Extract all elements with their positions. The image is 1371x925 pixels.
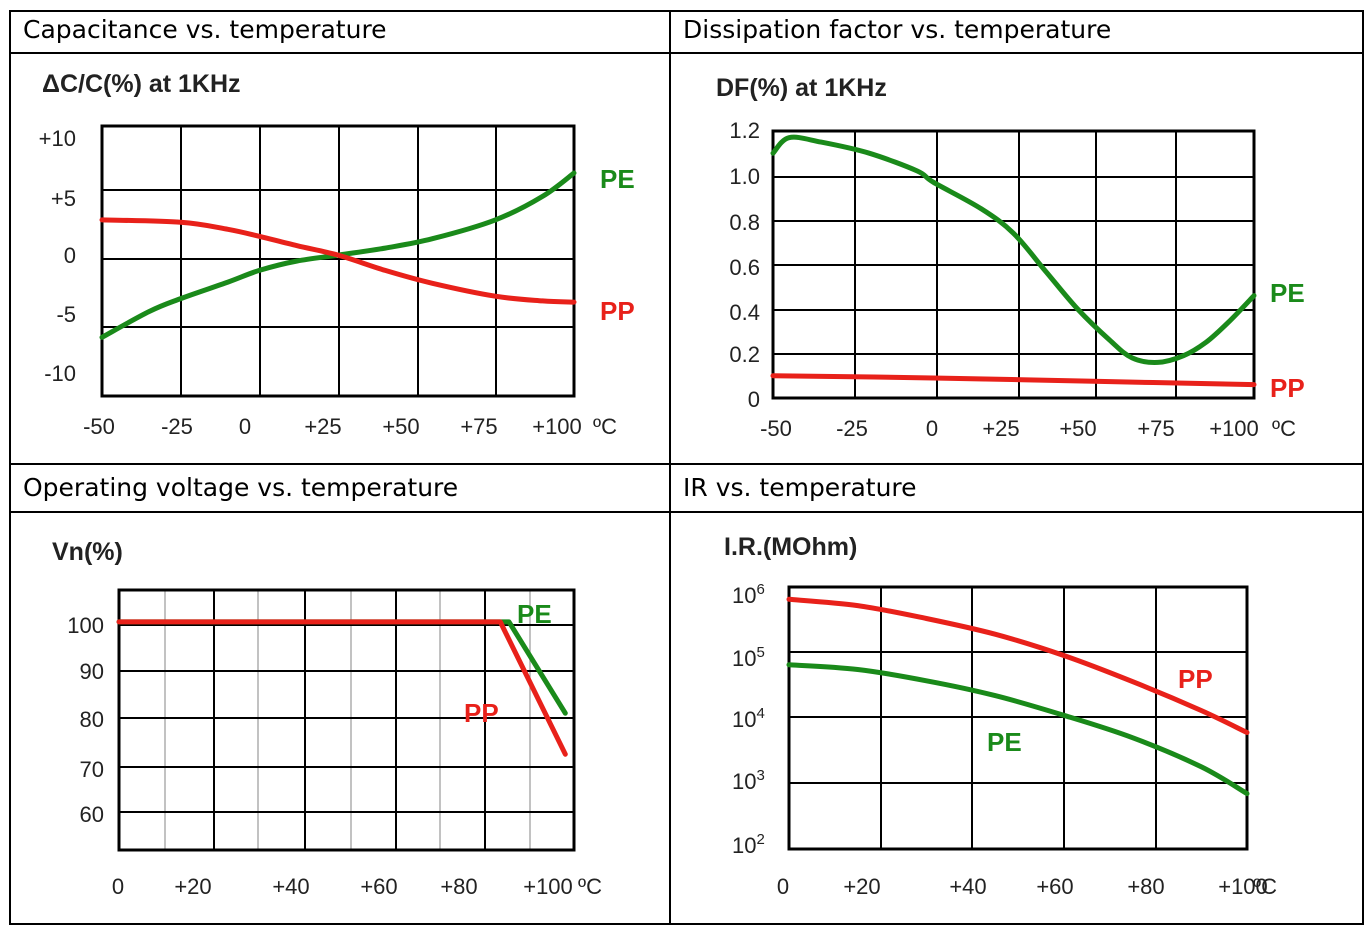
x-tick-label: -25 (161, 414, 193, 439)
y-tick-label: 1.2 (729, 118, 760, 143)
y-tick-label: 104 (732, 705, 765, 732)
y-tick-label: 0.8 (729, 210, 760, 235)
x-tick-label: 0 (777, 874, 789, 899)
plot-frame (787, 585, 1249, 851)
x-tick-label: +75 (460, 414, 497, 439)
caption-voltage: Operating voltage vs. temperature (23, 473, 459, 502)
x-tick-label: +80 (440, 874, 477, 899)
chart-title: ΔC/C(%) at 1KHz (42, 70, 241, 98)
series-label-pe: PE (517, 599, 552, 629)
x-tick-label: +75 (1137, 416, 1174, 441)
y-tick-label: -5 (56, 302, 76, 327)
plot-frame (771, 129, 1256, 400)
y-tick-label: 70 (80, 757, 104, 782)
chart-ir: I.R.(MOhm) 106 105 104 103 102 0 +20 +40 +60 +80 +1… (724, 533, 1277, 899)
x-unit-label: ºC (578, 874, 602, 899)
x-tick-label: +100 (1218, 874, 1268, 899)
caption-ir: IR vs. temperature (683, 473, 917, 502)
series-label-pp: PP (600, 296, 635, 326)
y-tick-label: 0.2 (729, 342, 760, 367)
y-tick-label: 103 (732, 767, 765, 794)
x-tick-label: -50 (83, 414, 115, 439)
x-tick-label: +100 (523, 874, 573, 899)
x-tick-label: 0 (239, 414, 251, 439)
y-tick-label: 100 (67, 613, 104, 638)
border-center (669, 10, 671, 925)
x-tick-label: 0 (926, 416, 938, 441)
series-line-pp (770, 373, 1257, 388)
border-bottom (9, 923, 1364, 925)
border-right (1362, 10, 1364, 925)
border-row2 (9, 463, 1364, 465)
x-tick-label: +25 (304, 414, 341, 439)
border-row1 (9, 52, 1364, 54)
y-tick-label: 0.4 (729, 300, 760, 325)
y-tick-label: 60 (80, 802, 104, 827)
y-tick-label: 80 (80, 707, 104, 732)
x-tick-label: +50 (382, 414, 419, 439)
x-unit-label: ºC (1272, 416, 1296, 441)
x-tick-label: +80 (1127, 874, 1164, 899)
x-tick-label: +25 (982, 416, 1019, 441)
x-tick-label: +100 (532, 414, 582, 439)
border-left (9, 10, 11, 925)
chart-title: DF(%) at 1KHz (716, 74, 887, 102)
y-tick-label: 90 (80, 659, 104, 684)
x-tick-label: +100 (1209, 416, 1259, 441)
chart-title: I.R.(MOhm) (724, 533, 857, 561)
x-tick-label: +50 (1059, 416, 1096, 441)
caption-dissipation: Dissipation factor vs. temperature (683, 15, 1112, 44)
y-tick-label: 102 (732, 831, 765, 858)
chart-capacitance: ΔC/C(%) at 1KHz+10+50-5-10-50 -25 0 +25 +50 +… (39, 70, 635, 439)
x-unit-label: ºC (1253, 874, 1277, 899)
y-tick-label: +10 (39, 126, 76, 151)
border-row3 (9, 511, 1364, 513)
series-line-pe (99, 170, 577, 340)
series-label-pp: PP (1270, 373, 1305, 403)
x-unit-label: ºC (593, 414, 617, 439)
y-tick-label: 0 (64, 243, 76, 268)
series-label-pe: PE (600, 164, 635, 194)
series-label-pp: PP (1178, 664, 1213, 694)
x-tick-label: +20 (174, 874, 211, 899)
series-line-pp (786, 596, 1250, 735)
x-tick-label: +40 (949, 874, 986, 899)
series-label-pe: PE (1270, 278, 1305, 308)
series-line-pe (786, 662, 1250, 797)
x-tick-label: 0 (112, 874, 124, 899)
x-tick-label: +20 (843, 874, 880, 899)
y-tick-label: +5 (51, 186, 76, 211)
y-tick-label: 1.0 (729, 164, 760, 189)
series-line-pe (770, 134, 1257, 365)
x-tick-label: -25 (836, 416, 868, 441)
x-tick-label: -50 (760, 416, 792, 441)
x-tick-label: +40 (272, 874, 309, 899)
plot-frame (117, 588, 576, 852)
y-tick-label: 0.6 (729, 255, 760, 280)
series-line-pp (116, 619, 568, 757)
series-line-pp (99, 217, 577, 305)
y-tick-label: 105 (732, 644, 765, 671)
y-tick-label: 106 (732, 581, 765, 608)
y-tick-label: -10 (44, 361, 76, 386)
y-tick-label: 0 (748, 387, 760, 412)
series-label-pe: PE (987, 727, 1022, 757)
x-tick-label: +60 (1036, 874, 1073, 899)
chart-title: Vn(%) (52, 538, 123, 566)
chart-voltage: Vn(%) 100 90 80 70 60 0 +20 +40 +60 +80 +100 ºC PE PP (52, 538, 602, 899)
border-top (9, 10, 1364, 12)
x-tick-label: +60 (360, 874, 397, 899)
series-label-pp: PP (464, 698, 499, 728)
caption-capacitance: Capacitance vs. temperature (23, 15, 387, 44)
plot-frame (100, 124, 576, 398)
